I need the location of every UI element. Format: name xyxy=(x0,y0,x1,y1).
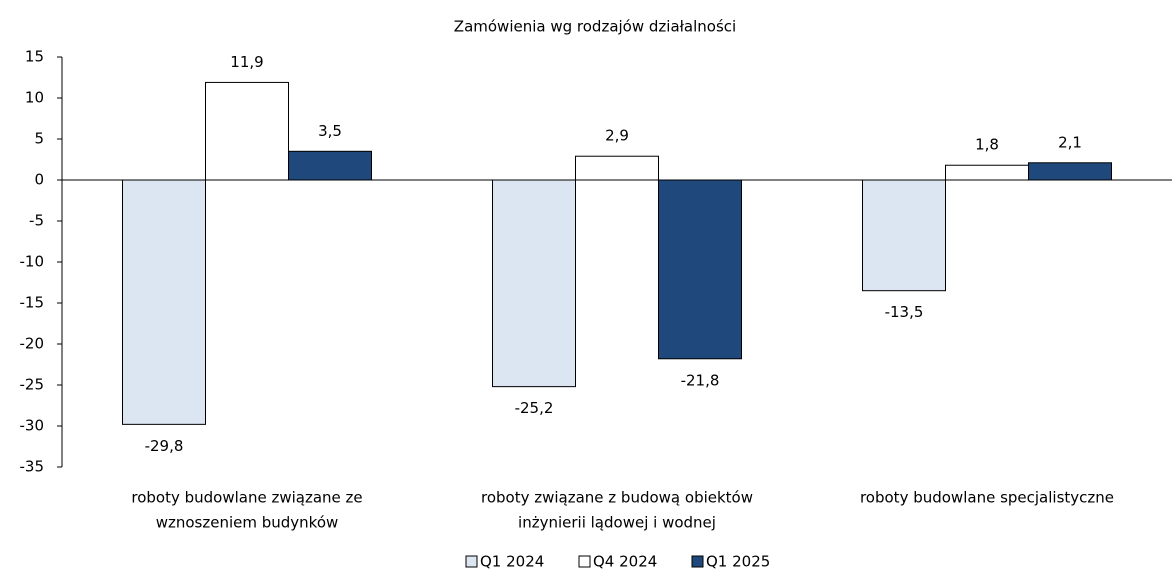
legend-label: Q1 2025 xyxy=(706,553,770,571)
bar xyxy=(658,179,742,360)
legend-swatch xyxy=(465,555,478,568)
value-label: 3,5 xyxy=(318,122,342,140)
x-tick-label: roboty związane z budową obiektów xyxy=(481,489,753,507)
legend-label: Q4 2024 xyxy=(593,553,657,571)
x-tick-label: inżynierii lądowej i wodnej xyxy=(518,514,716,532)
bar xyxy=(1028,162,1112,181)
value-label: -21,8 xyxy=(681,371,720,389)
bar xyxy=(492,179,576,388)
bar xyxy=(862,179,946,292)
value-label: 2,9 xyxy=(605,127,629,145)
bar xyxy=(122,179,206,425)
bar xyxy=(288,150,372,181)
value-label: 11,9 xyxy=(230,53,263,71)
x-tick-label: wznoszeniem budynków xyxy=(156,514,339,532)
legend-label: Q1 2024 xyxy=(480,553,544,571)
y-tick-label: -20 xyxy=(20,335,45,353)
y-tick-label: 5 xyxy=(34,130,44,148)
bar xyxy=(945,164,1029,181)
y-tick-label: 15 xyxy=(25,48,44,66)
y-tick-label: 0 xyxy=(34,171,44,189)
y-tick-label: -30 xyxy=(20,417,45,435)
value-label: -25,2 xyxy=(515,399,554,417)
legend-swatch xyxy=(691,555,704,568)
value-label: -13,5 xyxy=(885,303,924,321)
y-tick-label: -5 xyxy=(29,212,44,230)
legend-swatch xyxy=(578,555,591,568)
x-tick-label: roboty budowlane związane ze xyxy=(131,489,362,507)
y-tick-label: -15 xyxy=(20,294,45,312)
bar xyxy=(205,81,289,181)
y-tick-label: -10 xyxy=(20,253,45,271)
y-tick-label: -25 xyxy=(20,376,45,394)
value-label: 2,1 xyxy=(1058,133,1082,151)
value-label: -29,8 xyxy=(145,437,184,455)
value-label: 1,8 xyxy=(975,136,999,154)
x-tick-label: roboty budowlane specjalistyczne xyxy=(860,489,1114,507)
y-tick-label: -35 xyxy=(20,458,45,476)
bar xyxy=(575,155,659,181)
chart-title: Zamówienia wg rodzajów działalności xyxy=(454,18,736,36)
y-tick-label: 10 xyxy=(25,89,44,107)
